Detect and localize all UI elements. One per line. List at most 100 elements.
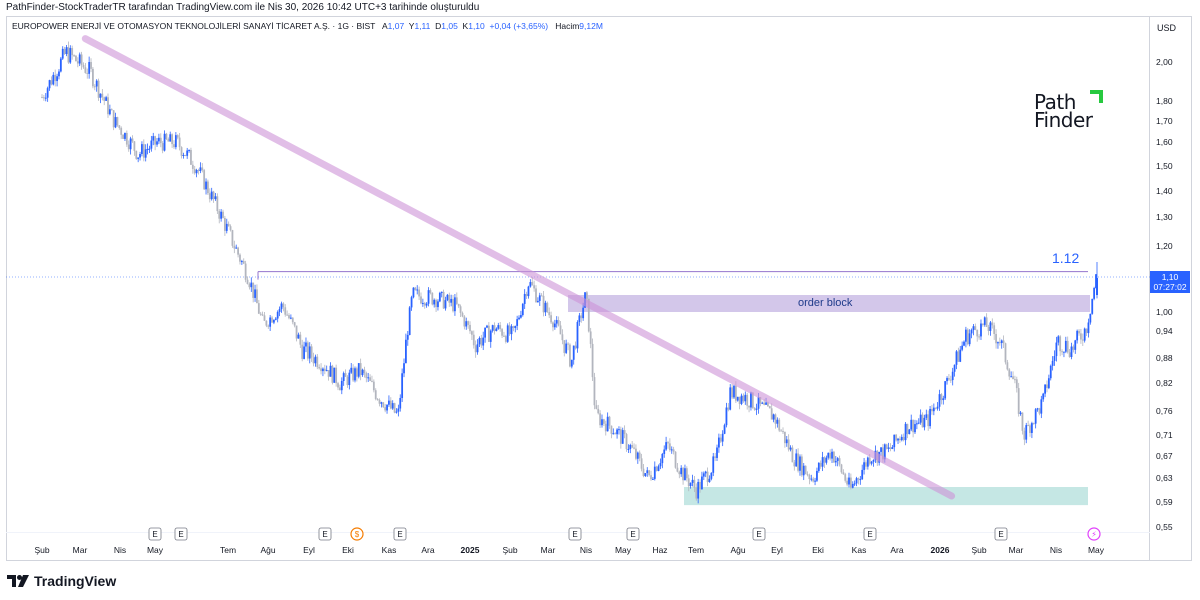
candle-body (316, 356, 319, 368)
tradingview-icon (7, 575, 29, 587)
y-tick-label: 0,94 (1156, 326, 1173, 336)
candle-body (92, 68, 94, 87)
candle-body (261, 314, 264, 316)
candle-body (467, 321, 470, 325)
order-block-label: order block (798, 296, 853, 309)
candle-body (535, 288, 537, 303)
candle-body (998, 342, 1001, 344)
open-label: A (382, 21, 388, 31)
candle-body (959, 349, 962, 362)
chart-frame[interactable] (6, 16, 1192, 561)
candle-body (144, 149, 147, 158)
candle-body (399, 397, 402, 409)
candle-body (838, 458, 841, 465)
open-value: 1,07 (387, 21, 405, 31)
candle-body (248, 283, 251, 288)
candle-body (152, 136, 155, 141)
candle-body (629, 444, 632, 449)
candle-body (1006, 362, 1009, 370)
candle-body (802, 465, 805, 476)
candle-body (548, 311, 551, 316)
currency-label[interactable]: USD (1157, 23, 1177, 33)
candle-body (125, 132, 128, 145)
candle-body (425, 303, 428, 306)
candle-body (521, 303, 524, 316)
candle-body (146, 148, 149, 150)
candle-body (1002, 340, 1005, 344)
candle-body (793, 462, 796, 467)
candle-body (433, 299, 436, 305)
y-tick-label: 1,30 (1156, 212, 1173, 222)
earnings-marker (568, 527, 582, 541)
candle-body (799, 456, 801, 471)
candle-body (69, 48, 72, 63)
countdown-timer: 07:27:02 (1153, 282, 1187, 292)
candle-body (489, 330, 492, 342)
price-axis-border (1149, 17, 1150, 560)
candle-body (450, 298, 453, 303)
candle-body (80, 54, 83, 65)
candle-body (685, 468, 688, 479)
x-tick-label: Ağu (730, 545, 745, 555)
x-tick-label: Ağu (260, 545, 275, 555)
low-label: D (435, 21, 442, 31)
earnings-marker (393, 527, 407, 541)
candle-body (56, 76, 58, 82)
candle-body (861, 469, 864, 480)
candle-body (191, 164, 194, 169)
flash-marker (1087, 527, 1101, 541)
candle-body (618, 429, 620, 431)
candle-body (529, 282, 532, 287)
candle-body (791, 447, 794, 463)
event-marker-label: E (998, 530, 1003, 539)
candle-body (955, 351, 958, 365)
x-tick-label: May (1088, 545, 1105, 555)
candle-body (646, 470, 649, 474)
candle-body (653, 466, 656, 479)
candle-body (395, 411, 398, 413)
candle-body (1076, 330, 1079, 341)
candle-body (472, 334, 475, 346)
candle-body (915, 423, 918, 425)
candle-body (242, 261, 245, 264)
candle-body (931, 408, 933, 412)
event-marker-label: E (397, 530, 402, 539)
candle-body (938, 394, 941, 407)
candle-body (610, 425, 613, 434)
candle-body (163, 133, 166, 151)
candle-body (310, 346, 313, 358)
candle-body (346, 376, 349, 386)
candle-body (357, 363, 360, 377)
tradingview-logo[interactable]: TradingView (7, 572, 116, 590)
candle-body (710, 472, 713, 479)
candle-body (774, 414, 777, 424)
candle-body (408, 307, 411, 335)
candle-body (1064, 340, 1067, 352)
candle-body (734, 385, 737, 401)
candle-body (746, 394, 749, 406)
candle-body (589, 331, 592, 344)
candle-body (657, 466, 660, 471)
x-tick-label: Mar (1009, 545, 1024, 555)
y-tick-label: 0,63 (1156, 473, 1173, 483)
candle-body (148, 148, 151, 150)
x-tick-label: Eyl (771, 545, 783, 555)
candle-body (48, 80, 51, 89)
candle-body (552, 322, 554, 328)
last-candle-body (1096, 278, 1098, 295)
candle-body (614, 433, 617, 435)
candle-body (350, 367, 353, 373)
candle-body (286, 314, 289, 316)
candle-body (184, 154, 187, 156)
candle-body (717, 437, 720, 448)
candle-body (859, 479, 862, 481)
candle-body (423, 302, 426, 306)
candle-body (621, 430, 624, 444)
candle-body (110, 109, 113, 111)
candle-body (352, 367, 355, 381)
candle-body (1091, 298, 1094, 314)
candle-body (635, 448, 637, 459)
candle-body (648, 470, 651, 476)
candle-body (180, 147, 183, 156)
